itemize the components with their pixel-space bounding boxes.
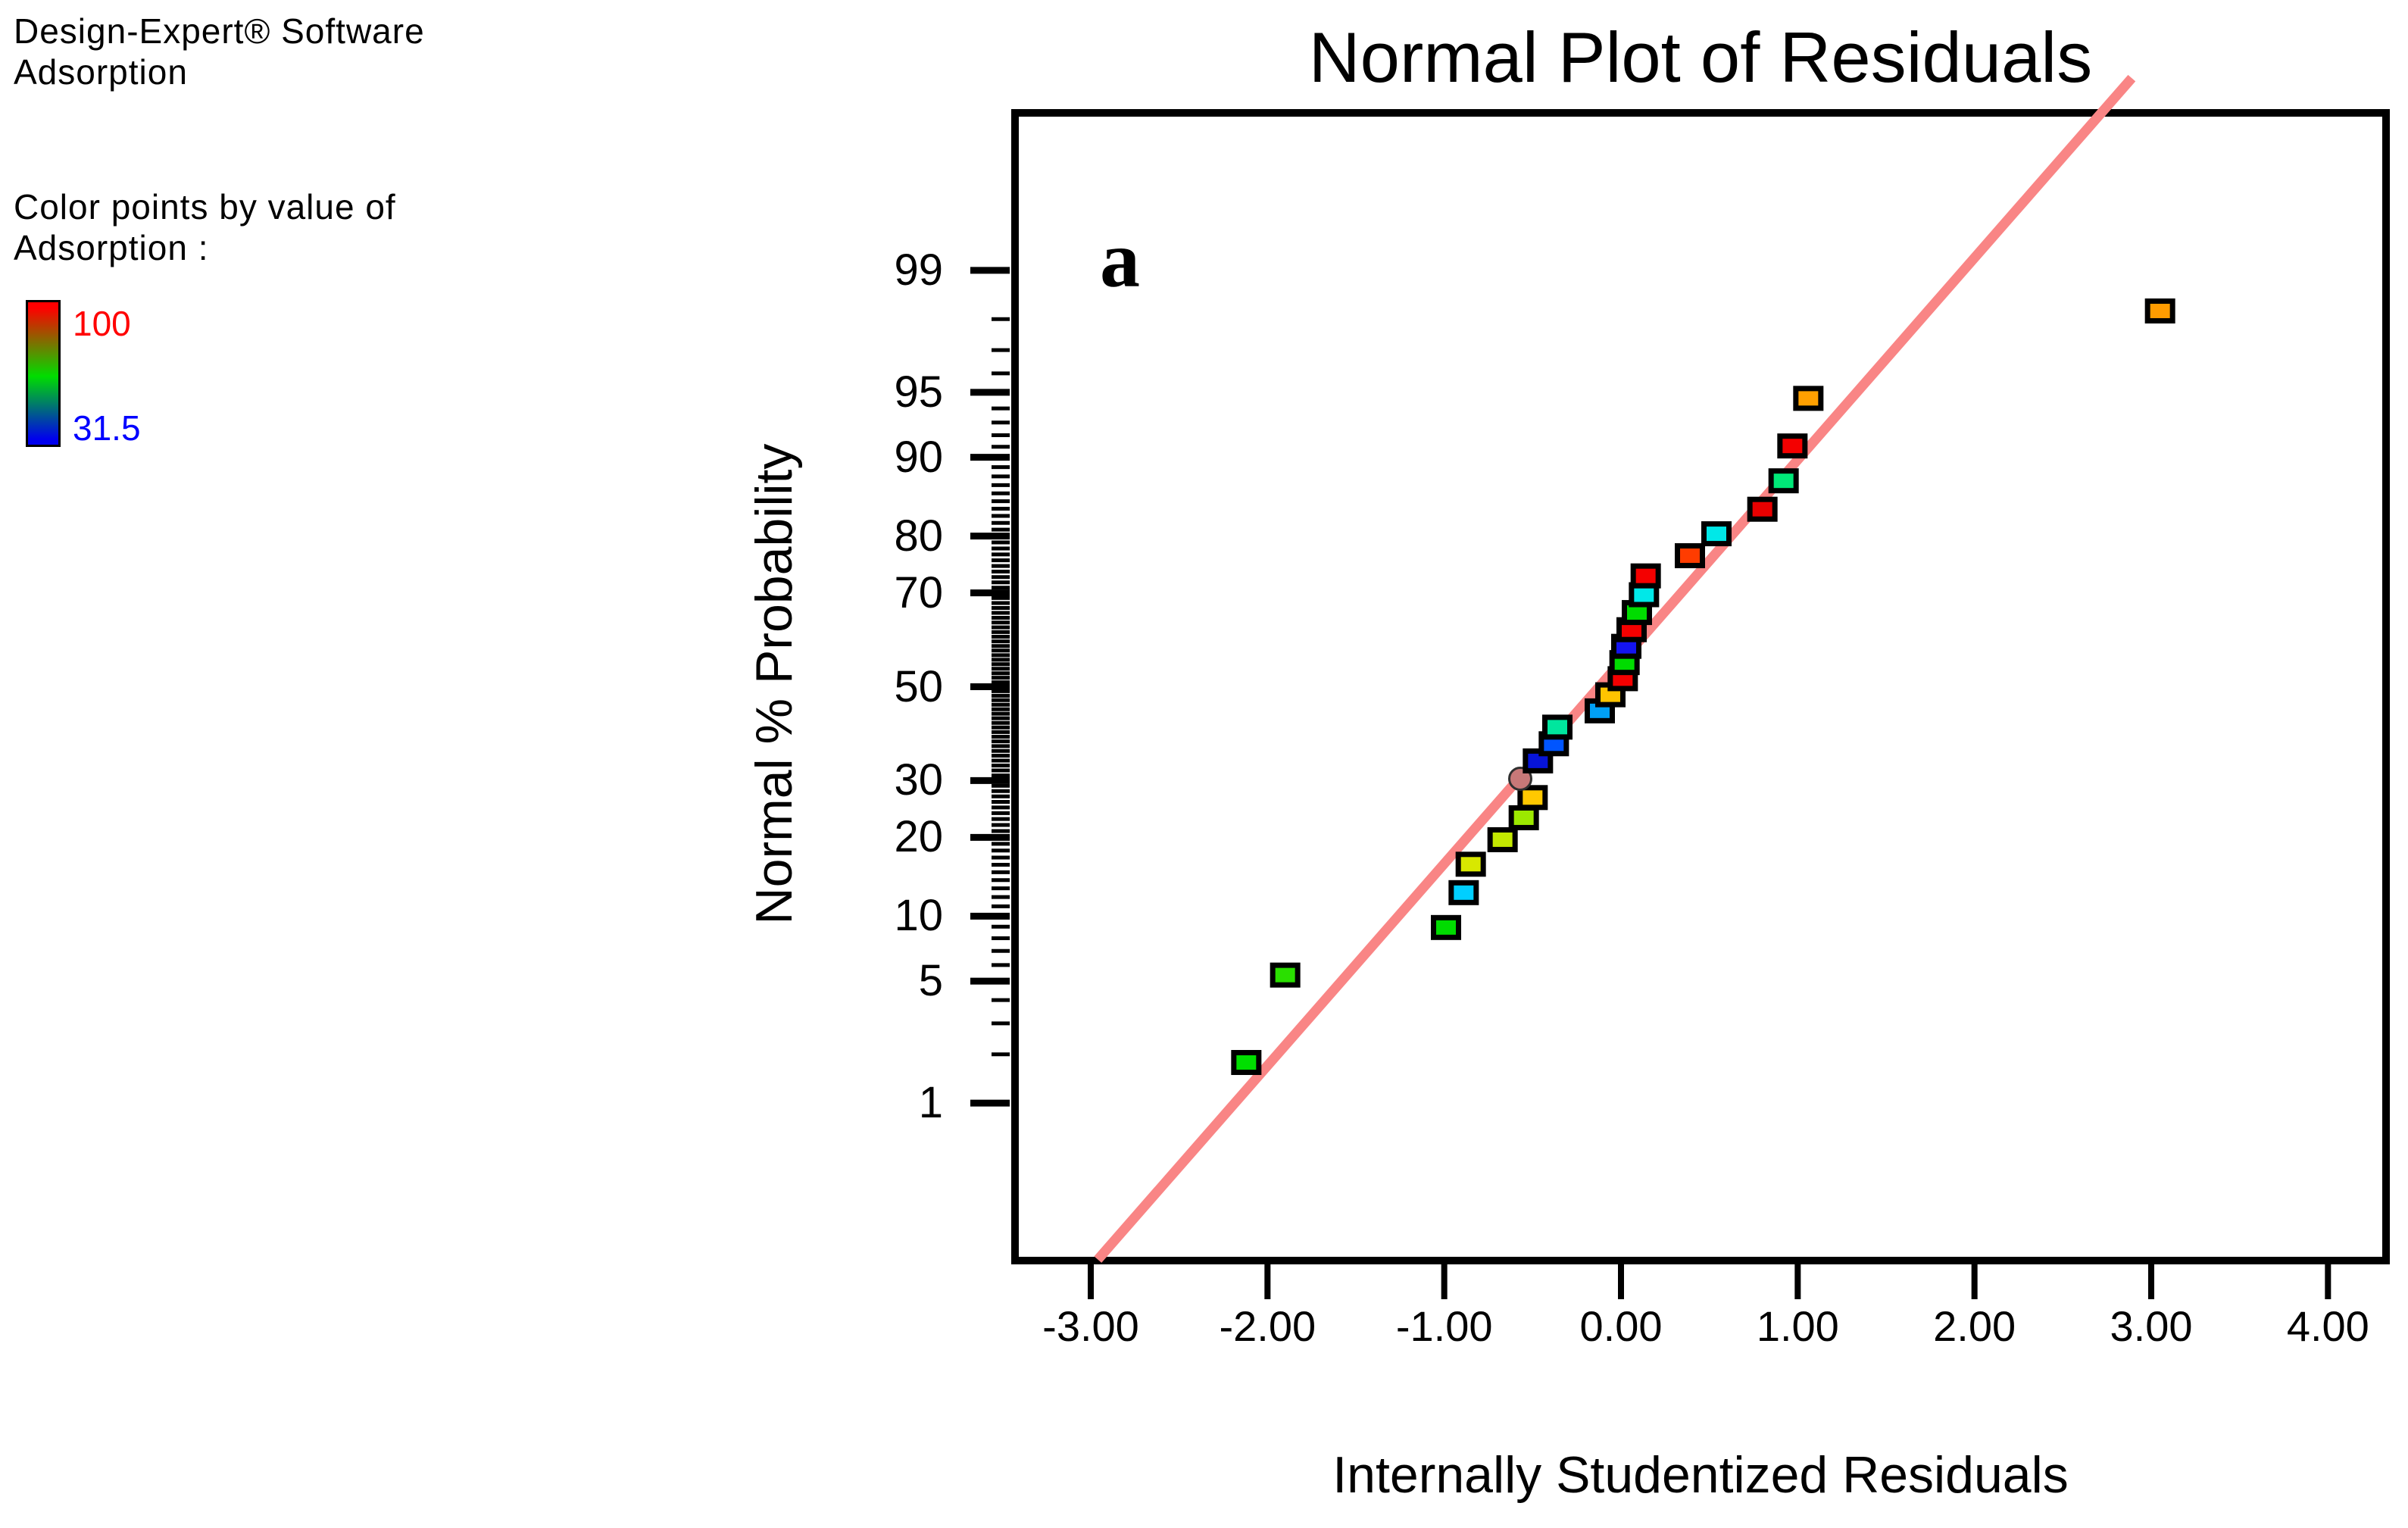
y-tick-label: 70 xyxy=(894,567,943,617)
data-point-square xyxy=(1768,468,1799,494)
data-point-square xyxy=(1701,521,1732,547)
data-point-square xyxy=(1508,805,1539,830)
data-point-square xyxy=(1523,748,1554,773)
response-name-label: Adsorption xyxy=(14,52,188,92)
data-point-square xyxy=(1793,386,1824,411)
y-tick-label: 10 xyxy=(894,891,943,941)
x-axis-title: Internally Studentized Residuals xyxy=(1332,1446,2069,1504)
software-name-label: Design-Expert® Software xyxy=(14,11,425,51)
data-point-square xyxy=(1487,826,1518,852)
color-scale-min-value: 31.5 xyxy=(73,408,141,448)
x-tick-label: 4.00 xyxy=(2286,1302,2369,1350)
color-scale-gradient-bar xyxy=(26,300,61,447)
y-tick-label: 1 xyxy=(918,1078,943,1128)
y-tick-label: 99 xyxy=(894,245,943,295)
data-point-square xyxy=(1431,914,1461,940)
data-point-square xyxy=(2144,298,2175,323)
data-point-square xyxy=(1517,785,1548,811)
data-point-square xyxy=(1630,563,1661,589)
x-tick-label: 1.00 xyxy=(1756,1302,1839,1350)
y-tick-label: 20 xyxy=(894,812,943,862)
y-tick-label: 95 xyxy=(894,367,943,417)
x-tick-label: -2.00 xyxy=(1219,1302,1316,1350)
color-scale-max-value: 100 xyxy=(73,304,131,343)
panel-label: a xyxy=(1100,215,1140,304)
data-point-square xyxy=(1747,496,1778,522)
y-tick-label: 30 xyxy=(894,755,943,805)
y-tick-label: 5 xyxy=(918,956,943,1006)
y-tick-label: 50 xyxy=(894,661,943,711)
x-tick-label: -3.00 xyxy=(1042,1302,1139,1350)
x-tick-label: -1.00 xyxy=(1395,1302,1493,1350)
data-point-square xyxy=(1231,1050,1262,1076)
data-point-square xyxy=(1270,962,1301,988)
data-point-square xyxy=(1455,851,1486,877)
plot-border xyxy=(1011,109,2390,1264)
color-points-caption-line1: Color points by value of xyxy=(14,187,396,227)
data-point-square xyxy=(1542,714,1573,740)
y-axis-title: Normal % Probability xyxy=(745,443,803,925)
data-point-square xyxy=(1777,433,1808,459)
chart-title: Normal Plot of Residuals xyxy=(1308,17,2093,97)
y-tick-label: 80 xyxy=(894,511,943,561)
data-point-square xyxy=(1675,543,1705,569)
color-points-caption-line2: Adsorption : xyxy=(14,228,209,267)
x-tick-label: 0.00 xyxy=(1579,1302,1663,1350)
data-point-square xyxy=(1448,880,1479,905)
x-tick-label: 3.00 xyxy=(2110,1302,2193,1350)
x-tick-label: 2.00 xyxy=(1933,1302,2016,1350)
y-tick-label: 90 xyxy=(894,432,943,482)
